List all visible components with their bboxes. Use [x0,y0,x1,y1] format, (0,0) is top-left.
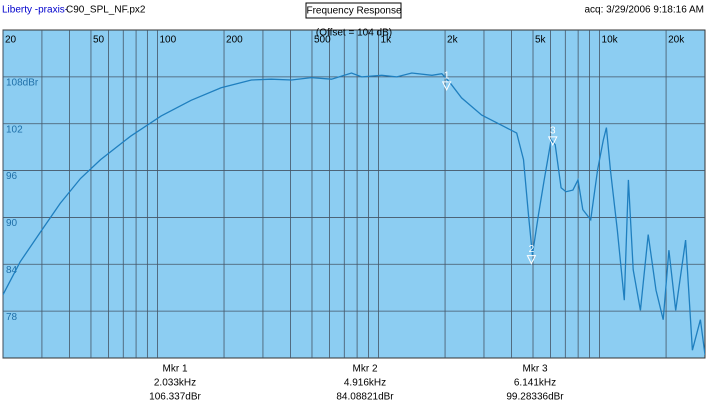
y-tick-label: 96 [6,171,18,182]
marker-freq: 2.033kHz [154,378,196,389]
marker-level: 84.08821dBr [336,392,394,403]
marker-symbol [547,136,558,147]
x-tick-label: 20 [5,35,17,46]
marker-freq: 6.141kHz [514,378,556,389]
x-tick-label: 200 [226,35,243,46]
acq-time: acq: 3/29/2006 9:18:16 AM [584,5,704,16]
x-tick-label: 5k [535,35,547,46]
y-tick-label: 78 [6,312,18,323]
x-tick-label: 20k [668,35,685,46]
app-name: Liberty -praxis- [2,5,68,16]
marker-level: 106.337dBr [149,392,201,403]
plot-area [2,29,706,359]
offset-note: (Offset = 104 dB) [316,28,392,39]
chart-title: Frequency Response [306,6,401,17]
x-tick-label: 50 [93,35,105,46]
response-curve [3,72,705,355]
marker-number: 2 [529,244,535,255]
x-tick-label: 1k [381,35,393,46]
y-tick-label: 84 [6,265,18,276]
x-tick-label: 500 [314,35,331,46]
marker-name: Mkr 2 [353,364,378,375]
marker-number: 3 [550,126,556,137]
y-tick-label: 102 [6,124,23,135]
title-box [305,2,402,19]
marker-symbol [526,255,537,265]
y-tick-label: 108dBr [6,77,39,88]
marker-number: 1 [444,70,450,81]
marker-level: 99.28336dBr [506,392,564,403]
x-tick-label: 100 [159,35,176,46]
y-tick-label: 90 [6,218,18,229]
marker-symbol [441,81,452,91]
x-tick-label: 2k [447,35,459,46]
x-tick-label: 10k [602,35,619,46]
marker-name: Mkr 3 [523,364,548,375]
file-name: C90_SPL_NF.px2 [66,5,146,16]
marker-name: Mkr 1 [163,364,188,375]
marker-freq: 4.916kHz [344,378,386,389]
